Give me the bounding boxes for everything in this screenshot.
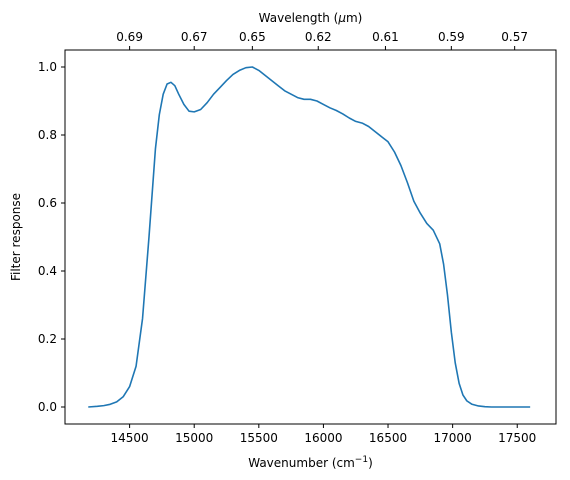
y-axis-title: Filter response: [9, 193, 23, 281]
x-tick-label: 16000: [304, 431, 342, 445]
y-tick-label: 0.4: [38, 264, 57, 278]
top-tick-label: 0.69: [116, 30, 143, 44]
top-axis-title: Wavelength (μm): [259, 11, 363, 25]
y-tick-label: 0.0: [38, 400, 57, 414]
top-x-ticks: 0.69 0.67 0.65 0.62 0.61 0.59 0.57: [116, 30, 528, 50]
y-tick-label: 0.8: [38, 128, 57, 142]
series-group: [88, 66, 531, 408]
plot-area: [65, 50, 556, 424]
y-tick-label: 1.0: [38, 60, 57, 74]
top-tick-label: 0.65: [239, 30, 266, 44]
top-tick-label: 0.57: [501, 30, 528, 44]
series-line-0: [88, 66, 531, 408]
x-axis-title: Wavenumber (cm−1): [248, 455, 373, 470]
y-tick-label: 0.6: [38, 196, 57, 210]
x-tick-label: 17000: [434, 431, 472, 445]
top-tick-label: 0.61: [372, 30, 399, 44]
plot-frame: [64, 49, 557, 425]
x-tick-label: 15500: [240, 431, 278, 445]
y-tick-label: 0.2: [38, 332, 57, 346]
x-tick-label: 16500: [369, 431, 407, 445]
x-tick-label: 14500: [111, 431, 149, 445]
left-y-ticks: 0.0 0.2 0.4 0.6 0.8 1.0: [38, 60, 65, 414]
x-tick-label: 15000: [175, 431, 213, 445]
bottom-x-ticks: 14500 15000 15500 16000 16500 17000 17500: [111, 424, 536, 445]
top-tick-label: 0.59: [438, 30, 465, 44]
x-tick-label: 17500: [498, 431, 536, 445]
top-tick-label: 0.62: [305, 30, 332, 44]
top-tick-label: 0.67: [181, 30, 208, 44]
